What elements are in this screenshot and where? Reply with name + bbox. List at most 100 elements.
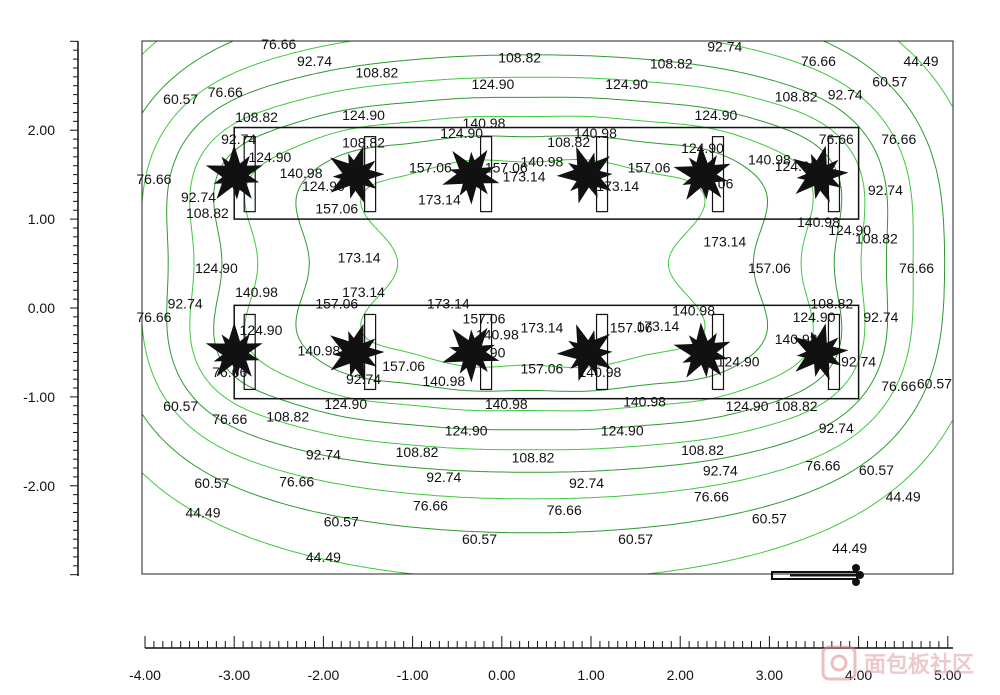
contour-label: 76.66	[801, 53, 836, 69]
contour-label: 108.82	[681, 442, 724, 458]
contour-label: 60.57	[163, 398, 198, 414]
luminaire-icon	[793, 136, 849, 213]
contour-label: 76.66	[805, 457, 840, 473]
plot-frame	[141, 40, 954, 575]
contour-label: 124.90	[694, 107, 737, 123]
contour-label: 60.57	[194, 475, 229, 491]
contour-label: 124.90	[445, 423, 488, 439]
contour-label: 173.14	[503, 168, 546, 184]
contour-label: 92.74	[306, 447, 341, 463]
luminaire-star	[682, 155, 728, 200]
contour-label: 77.06	[698, 176, 733, 192]
contour-label: 140.98	[797, 214, 840, 230]
contour-label: 76.66	[136, 309, 171, 325]
contour-label: 173.14	[521, 320, 564, 336]
contour-label: 140.98	[623, 393, 666, 409]
x-tick-label: -4.00	[129, 667, 161, 683]
contour-label: 76.66	[694, 488, 729, 504]
luminaire-icon	[793, 313, 849, 391]
luminaire-star	[568, 330, 613, 376]
contour-label: 76.66	[819, 131, 854, 147]
luminaire-star	[332, 153, 377, 199]
contour-label: 140.98	[775, 331, 818, 347]
contour-line-157-06	[295, 135, 769, 392]
contour-label: 92.74	[868, 182, 903, 198]
contour-label: 92.74	[703, 463, 738, 479]
luminaire-icon	[673, 136, 731, 213]
contour-label: 108.82	[810, 296, 853, 312]
contour-label: 140.98	[672, 303, 715, 319]
contour-label: 44.49	[306, 549, 341, 565]
contour-label: 108.82	[775, 398, 818, 414]
contour-label: 124.90	[195, 260, 238, 276]
luminaires	[205, 136, 849, 391]
contour-label: 108.82	[266, 408, 309, 424]
contour-label: 140.98	[579, 364, 622, 380]
contour-label: 44.49	[904, 53, 939, 69]
contour-label: 60.57	[462, 531, 497, 547]
contour-label: 157.06	[463, 311, 506, 327]
watermark: 面包板社区	[820, 641, 995, 685]
x-tick-label: 5.00	[934, 667, 961, 683]
contour-label: 60.57	[163, 91, 198, 107]
contour-label: 108.82	[650, 56, 693, 72]
contour-label: 157.06	[315, 200, 358, 216]
luminaire-star	[449, 151, 495, 196]
x-tick-label: 2.00	[667, 667, 694, 683]
contour-label: 76.66	[881, 378, 916, 394]
contour-label: 140.98	[235, 284, 278, 300]
contour-label: 108.82	[186, 205, 229, 221]
x-tick-label: -3.00	[218, 667, 250, 683]
contour-label: 140.98	[463, 115, 506, 131]
y-tick-label: -1.00	[23, 389, 55, 405]
contour-label: 124.90	[793, 309, 836, 325]
contour-label: 60.57	[752, 511, 787, 527]
contour-label: 108.82	[235, 109, 278, 125]
contour-label: 157.06	[628, 160, 671, 176]
contour-label: 76.66	[899, 260, 934, 276]
contour-label: 124.90	[302, 178, 345, 194]
luminaire-icon	[673, 313, 731, 391]
contour-label: 92.74	[707, 39, 742, 55]
contour-line-108-82	[189, 76, 866, 451]
contour-label: 140.98	[422, 373, 465, 389]
contour-line-44-49	[142, 41, 953, 574]
contour-label: 108.82	[396, 444, 439, 460]
contour-label: 44.49	[832, 540, 867, 556]
luminaire-icon	[442, 136, 500, 213]
contour-label: 124.90	[681, 140, 724, 156]
luminaire-star	[449, 329, 495, 374]
contour-label: 124.90	[440, 125, 483, 141]
contour-label: 108.82	[498, 49, 541, 65]
contour-label: 124.90	[828, 222, 871, 238]
luminaire-star	[213, 155, 260, 200]
contour-label: 108.82	[855, 231, 898, 247]
contour-label: 173.14	[338, 249, 381, 265]
contour-label: 60.57	[859, 462, 894, 478]
watermark-logo-icon	[821, 645, 857, 681]
contour-label: 76.66	[547, 502, 582, 518]
contour-label: 108.82	[512, 449, 555, 465]
contour-label: 173.14	[703, 233, 746, 249]
contour-label: 92.74	[181, 189, 216, 205]
contour-label: 92.74	[346, 371, 381, 387]
contour-label: 173.14	[427, 296, 470, 312]
contour-label: 124.90	[471, 76, 514, 92]
contour-label: 140.98	[280, 165, 323, 181]
contour-label: 92.74	[168, 296, 203, 312]
contour-label: 173.14	[596, 178, 639, 194]
luminaire-star	[796, 331, 842, 377]
luminaire-star	[332, 331, 377, 377]
contour-line-92-74	[166, 54, 889, 473]
contour-label: 60.57	[618, 531, 653, 547]
contour-label: 92.74	[841, 353, 876, 369]
watermark-text: 面包板社区	[864, 653, 975, 678]
contour-label: 124.90	[717, 353, 760, 369]
contour-line-173-14	[360, 159, 706, 369]
contour-label: 92.74	[297, 53, 332, 69]
x-tick-label: 1.00	[577, 667, 604, 683]
contour-label: 76.66	[136, 171, 171, 187]
luminaire-icon	[556, 136, 613, 213]
contour-label: 124.90	[775, 158, 818, 174]
contour-label: 92.74	[569, 475, 604, 491]
